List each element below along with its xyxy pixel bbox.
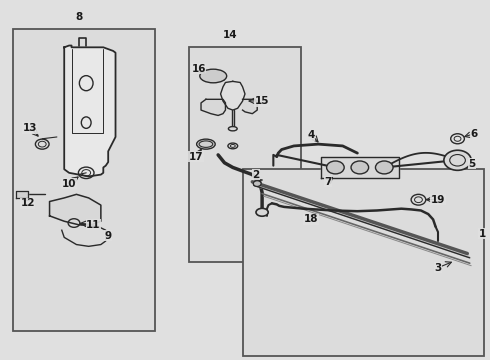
- Ellipse shape: [196, 139, 215, 149]
- Circle shape: [327, 161, 344, 174]
- Text: 15: 15: [255, 96, 270, 106]
- Polygon shape: [49, 194, 101, 225]
- Ellipse shape: [256, 208, 268, 216]
- Bar: [13, 30, 155, 330]
- Text: 5: 5: [468, 159, 476, 169]
- Circle shape: [351, 161, 368, 174]
- Polygon shape: [321, 157, 399, 178]
- Circle shape: [444, 150, 471, 170]
- Text: 2: 2: [252, 170, 259, 180]
- Polygon shape: [64, 45, 116, 176]
- Text: 19: 19: [431, 195, 445, 205]
- Ellipse shape: [200, 69, 227, 83]
- Text: 13: 13: [23, 123, 37, 133]
- Text: 7: 7: [324, 177, 332, 187]
- Text: 4: 4: [307, 130, 315, 140]
- Polygon shape: [16, 191, 27, 198]
- Text: 17: 17: [189, 152, 203, 162]
- Bar: [189, 47, 301, 262]
- Circle shape: [253, 181, 261, 186]
- Text: 16: 16: [191, 64, 206, 74]
- Bar: [243, 169, 485, 356]
- Text: 11: 11: [86, 220, 101, 230]
- Polygon shape: [220, 81, 245, 110]
- Polygon shape: [252, 182, 470, 258]
- Text: 9: 9: [105, 231, 112, 240]
- Circle shape: [375, 161, 393, 174]
- Text: 3: 3: [434, 263, 441, 273]
- Text: 6: 6: [470, 129, 477, 139]
- Polygon shape: [243, 99, 257, 114]
- Text: 18: 18: [304, 215, 318, 224]
- Text: 1: 1: [478, 229, 486, 239]
- Text: 14: 14: [223, 30, 238, 40]
- Ellipse shape: [228, 127, 237, 131]
- Text: 12: 12: [20, 198, 35, 208]
- Polygon shape: [201, 99, 225, 116]
- Text: 8: 8: [75, 12, 82, 22]
- Text: 10: 10: [62, 179, 76, 189]
